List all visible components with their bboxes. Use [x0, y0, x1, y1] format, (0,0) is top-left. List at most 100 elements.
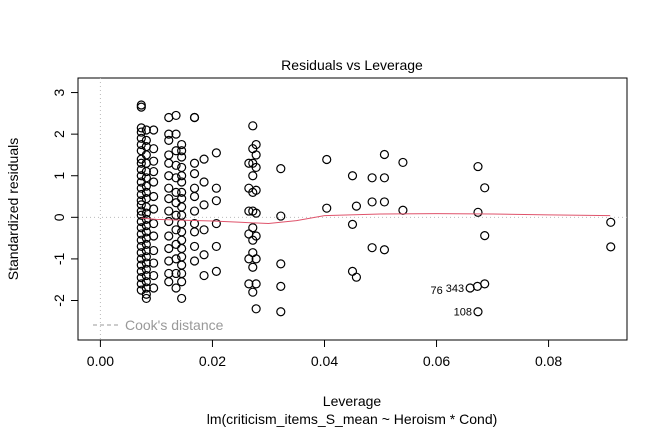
data-point — [141, 187, 151, 197]
y-tick-label: 1 — [51, 172, 67, 180]
data-point — [251, 279, 261, 289]
data-point — [171, 210, 181, 220]
data-point — [189, 227, 200, 237]
data-point — [171, 268, 181, 279]
data-point — [347, 266, 358, 276]
x-tick-label: 0.08 — [535, 353, 562, 369]
data-point — [136, 196, 146, 206]
data-point — [606, 242, 616, 252]
data-point — [248, 287, 258, 297]
data-point — [149, 245, 159, 256]
data-point — [211, 148, 221, 158]
data-point — [136, 123, 146, 133]
data-point — [251, 162, 261, 173]
data-point — [351, 272, 362, 282]
data-point — [164, 135, 174, 145]
data-point — [149, 144, 159, 154]
data-point — [171, 225, 181, 235]
data-point — [251, 304, 261, 314]
data-point — [244, 279, 254, 289]
legend-label: Cook's distance — [125, 317, 224, 333]
data-point — [480, 183, 490, 193]
data-point — [149, 218, 159, 229]
data-point — [164, 150, 174, 160]
data-point — [177, 139, 187, 150]
data-point — [251, 208, 261, 218]
data-point — [141, 264, 151, 274]
data-point — [164, 216, 174, 227]
data-point — [149, 283, 159, 293]
data-point — [351, 201, 362, 211]
data-point — [347, 219, 358, 229]
legend: Cook's distance — [93, 317, 224, 333]
data-point — [177, 268, 187, 279]
data-point — [177, 210, 187, 220]
data-point — [141, 135, 151, 145]
data-point — [141, 239, 151, 249]
data-point — [606, 217, 616, 227]
data-point — [171, 187, 181, 197]
data-point — [141, 166, 151, 177]
data-point — [398, 205, 408, 215]
y-axis-label: Standardized residuals — [5, 138, 21, 280]
data-point — [171, 129, 181, 139]
data-point — [164, 206, 174, 216]
data-point — [199, 250, 209, 260]
data-point — [149, 231, 159, 241]
data-point — [199, 270, 209, 281]
data-point — [199, 154, 209, 164]
data-point — [136, 102, 146, 112]
data-point — [248, 223, 258, 233]
data-point — [211, 266, 221, 276]
data-point — [189, 206, 200, 216]
data-point — [189, 191, 200, 202]
data-point — [141, 125, 151, 135]
data-point — [367, 173, 377, 183]
data-point — [141, 258, 151, 268]
data-point — [164, 194, 174, 204]
data-point — [149, 177, 159, 187]
data-point — [177, 152, 187, 162]
data-point — [473, 207, 483, 217]
data-point — [379, 173, 390, 183]
data-point — [177, 218, 187, 229]
point-label: 76 — [431, 285, 443, 297]
data-point — [398, 157, 408, 168]
data-point — [322, 154, 332, 165]
data-point — [177, 235, 187, 245]
data-point — [149, 204, 159, 214]
data-point — [141, 214, 151, 224]
subtitle: lm(criticism_items_S_mean ~ Heroism * Co… — [207, 411, 498, 427]
data-point — [276, 259, 286, 269]
data-point — [149, 125, 159, 135]
x-tick-label: 0.00 — [87, 353, 114, 369]
data-point — [171, 198, 181, 208]
data-point — [171, 160, 181, 170]
data-point — [141, 293, 151, 304]
data-point — [149, 258, 159, 268]
chart-title: Residuals vs Leverage — [281, 57, 423, 73]
data-point — [211, 241, 221, 252]
data-point — [136, 127, 146, 137]
data-point — [141, 150, 151, 160]
data-point — [177, 293, 187, 304]
data-point — [244, 158, 254, 168]
data-point — [141, 270, 151, 281]
data-point — [141, 277, 151, 287]
data-point — [276, 307, 286, 317]
data-point — [465, 283, 475, 293]
data-point — [251, 231, 261, 241]
data-point — [141, 208, 151, 218]
data-point — [251, 254, 261, 264]
data-point — [199, 225, 209, 235]
x-tick-label: 0.06 — [423, 353, 450, 369]
data-point — [276, 211, 286, 221]
data-point — [248, 262, 258, 272]
data-point — [251, 185, 261, 195]
data-point — [164, 183, 174, 193]
data-point — [136, 200, 146, 210]
data-point — [149, 166, 159, 177]
data-point — [177, 171, 187, 181]
data-point — [141, 227, 151, 237]
data-point — [473, 307, 483, 317]
